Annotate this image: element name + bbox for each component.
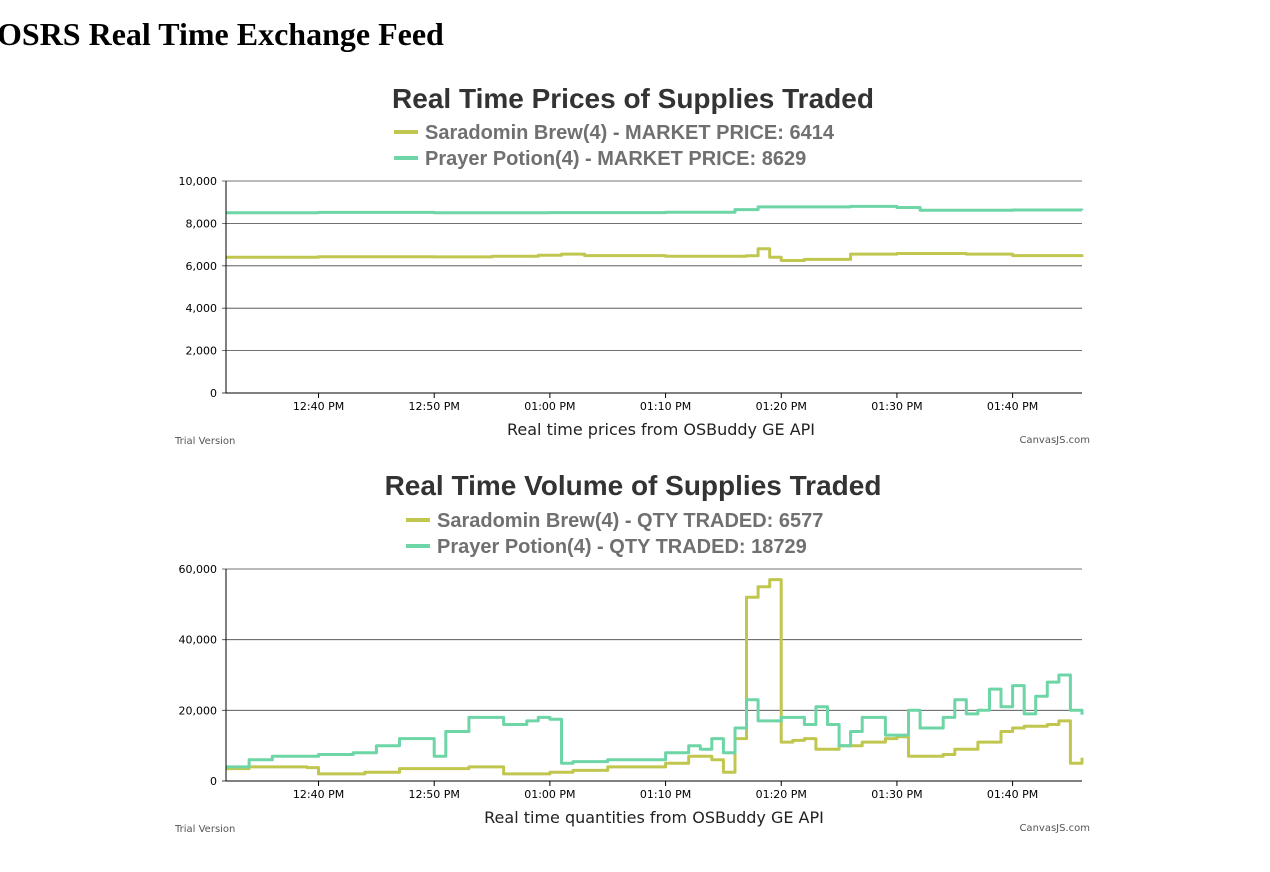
volume-trial-version: Trial Version xyxy=(174,824,235,835)
prices-chart: Real Time Prices of Supplies Traded Sara… xyxy=(174,83,1090,447)
prices-legend-label: Prayer Potion(4) - MARKET PRICE: 8629 xyxy=(425,148,806,170)
volume-x-tick-label: 01:00 PM xyxy=(524,788,575,801)
volume-x-axis-title: Real time quantities from OSBuddy GE API xyxy=(484,808,824,827)
prices-legend-item: Saradomin Brew(4) - MARKET PRICE: 6414 xyxy=(394,122,835,144)
volume-y-tick-label: 40,000 xyxy=(179,634,218,647)
prices-x-tick-label: 01:40 PM xyxy=(987,400,1038,413)
volume-legend-item: Prayer Potion(4) - QTY TRADED: 18729 xyxy=(406,536,807,558)
volume-legend-label: Saradomin Brew(4) - QTY TRADED: 6577 xyxy=(437,510,823,532)
prices-legend-item: Prayer Potion(4) - MARKET PRICE: 8629 xyxy=(394,148,806,170)
volume-x-tick-label: 01:20 PM xyxy=(756,788,807,801)
volume-series-line-saradomin-brew xyxy=(226,578,1084,776)
prices-y-tick-label: 6,000 xyxy=(186,260,218,273)
prices-y-tick-label: 2,000 xyxy=(186,345,218,358)
prices-x-axis-title: Real time prices from OSBuddy GE API xyxy=(507,420,815,439)
page-title: OSRS Real Time Exchange Feed xyxy=(0,16,444,52)
volume-y-tick-label: 20,000 xyxy=(179,704,218,717)
prices-x-tick-label: 12:50 PM xyxy=(409,400,460,413)
volume-x-tick-label: 12:50 PM xyxy=(409,788,460,801)
volume-chart-title: Real Time Volume of Supplies Traded xyxy=(385,470,882,501)
volume-y-tick-label: 60,000 xyxy=(179,563,218,576)
volume-series-line-prayer-potion xyxy=(226,673,1084,769)
volume-x-tick-label: 01:30 PM xyxy=(871,788,922,801)
prices-y-tick-label: 4,000 xyxy=(186,302,218,315)
volume-x-tick-label: 12:40 PM xyxy=(293,788,344,801)
prices-x-tick-label: 12:40 PM xyxy=(293,400,344,413)
prices-legend-label: Saradomin Brew(4) - MARKET PRICE: 6414 xyxy=(425,122,835,144)
volume-legend-label: Prayer Potion(4) - QTY TRADED: 18729 xyxy=(437,536,807,558)
prices-y-tick-label: 0 xyxy=(210,387,217,400)
prices-series-line-prayer-potion xyxy=(226,204,1084,215)
prices-series-line-saradomin-brew xyxy=(226,247,1084,262)
prices-y-tick-label: 10,000 xyxy=(179,175,218,188)
prices-trial-version: Trial Version xyxy=(174,436,235,447)
volume-x-tick-label: 01:10 PM xyxy=(640,788,691,801)
prices-legend: Saradomin Brew(4) - MARKET PRICE: 6414 P… xyxy=(394,122,835,170)
prices-x-tick-label: 01:30 PM xyxy=(871,400,922,413)
volume-x-tick-label: 01:40 PM xyxy=(987,788,1038,801)
volume-canvasjs-credit[interactable]: CanvasJS.com xyxy=(1019,823,1090,834)
prices-canvasjs-credit[interactable]: CanvasJS.com xyxy=(1019,435,1090,446)
prices-x-tick-label: 01:00 PM xyxy=(524,400,575,413)
volume-chart: Real Time Volume of Supplies Traded Sara… xyxy=(174,470,1090,835)
prices-y-tick-label: 8,000 xyxy=(186,217,218,230)
volume-legend: Saradomin Brew(4) - QTY TRADED: 6577 Pra… xyxy=(406,510,823,558)
volume-legend-item: Saradomin Brew(4) - QTY TRADED: 6577 xyxy=(406,510,823,532)
prices-x-tick-label: 01:10 PM xyxy=(640,400,691,413)
prices-x-tick-label: 01:20 PM xyxy=(756,400,807,413)
prices-chart-title: Real Time Prices of Supplies Traded xyxy=(392,83,874,114)
volume-y-tick-label: 0 xyxy=(210,775,217,788)
